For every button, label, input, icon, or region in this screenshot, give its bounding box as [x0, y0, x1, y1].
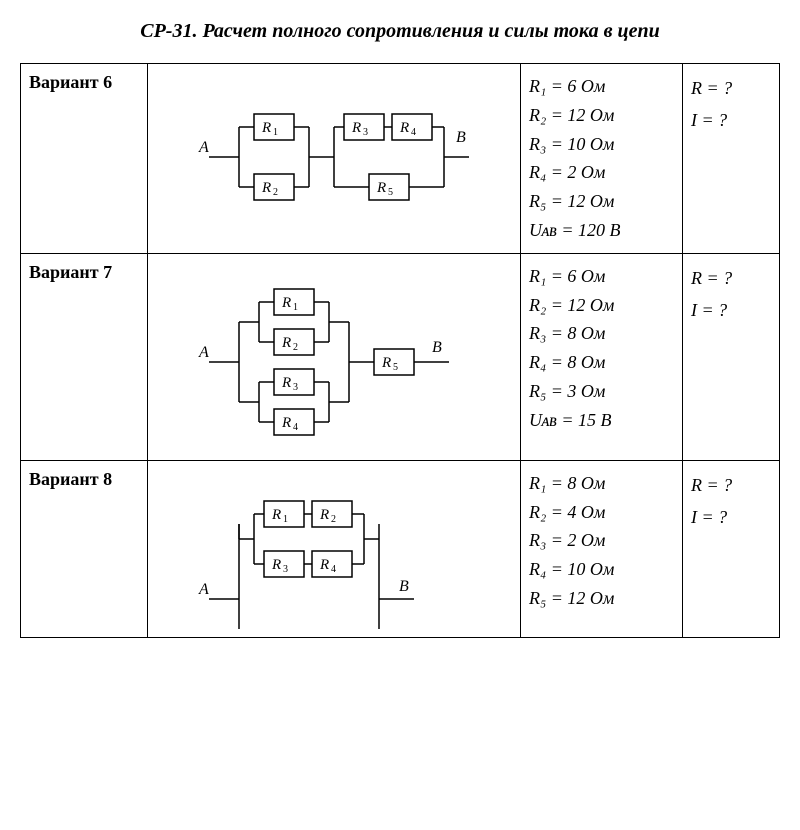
- ask-line: I = ?: [691, 104, 771, 136]
- ask-line: I = ?: [691, 294, 771, 326]
- ask-line: R = ?: [691, 469, 771, 501]
- data-cell: R₁ = 6 Ом R₂ = 12 Ом R₃ = 10 Ом R₄ = 2 О…: [521, 64, 683, 254]
- ask-cell: R = ? I = ?: [683, 253, 780, 460]
- svg-text:R: R: [319, 507, 329, 523]
- svg-text:4: 4: [293, 422, 298, 433]
- ask-line: I = ?: [691, 501, 771, 533]
- data-line: Uᴀʙ = 120 В: [529, 216, 674, 245]
- svg-text:R: R: [319, 557, 329, 573]
- data-line: R₅ = 12 Ом: [529, 187, 674, 216]
- circuit-cell: A R1 R2 R3: [148, 64, 521, 254]
- svg-text:4: 4: [331, 564, 336, 575]
- ask-cell: R = ? I = ?: [683, 64, 780, 254]
- data-line: R₅ = 12 Ом: [529, 584, 674, 613]
- variant-label: Вариант 8: [21, 460, 148, 637]
- data-line: R₄ = 10 Ом: [529, 555, 674, 584]
- svg-text:3: 3: [293, 382, 298, 393]
- data-line: R₁ = 6 Ом: [529, 262, 674, 291]
- problems-table: Вариант 6 A R1 R2: [20, 63, 780, 638]
- ask-cell: R = ? I = ?: [683, 460, 780, 637]
- svg-text:2: 2: [293, 342, 298, 353]
- title-prefix: СР-31.: [140, 20, 197, 42]
- data-line: R₃ = 8 Ом: [529, 319, 674, 348]
- svg-text:R: R: [261, 180, 271, 196]
- svg-text:R: R: [281, 415, 291, 431]
- data-line: R₄ = 2 Ом: [529, 158, 674, 187]
- circuit-cell: A R1 R2 R3 R4: [148, 460, 521, 637]
- ask-line: R = ?: [691, 72, 771, 104]
- svg-text:R: R: [271, 557, 281, 573]
- circuit-diagram-7: A R1 R2: [184, 262, 484, 452]
- table-row: Вариант 6 A R1 R2: [21, 64, 780, 254]
- svg-text:R: R: [351, 120, 361, 136]
- svg-text:2: 2: [331, 514, 336, 525]
- svg-text:B: B: [399, 578, 409, 595]
- title-text: Расчет полного сопротивления и силы тока…: [202, 20, 659, 42]
- circuit-cell: A R1 R2: [148, 253, 521, 460]
- svg-text:A: A: [198, 581, 209, 598]
- data-line: R₂ = 4 Ом: [529, 498, 674, 527]
- page-title: СР-31. Расчет полного сопротивления и си…: [20, 20, 780, 43]
- svg-text:R: R: [281, 335, 291, 351]
- variant-label: Вариант 7: [21, 253, 148, 460]
- ask-line: R = ?: [691, 262, 771, 294]
- svg-text:1: 1: [283, 514, 288, 525]
- circuit-diagram-6: A R1 R2 R3: [184, 72, 484, 222]
- data-line: R₄ = 8 Ом: [529, 348, 674, 377]
- svg-text:R: R: [261, 120, 271, 136]
- data-line: R₃ = 2 Ом: [529, 526, 674, 555]
- data-cell: R₁ = 8 Ом R₂ = 4 Ом R₃ = 2 Ом R₄ = 10 Ом…: [521, 460, 683, 637]
- svg-text:5: 5: [393, 362, 398, 373]
- table-row: Вариант 7 A R1 R2: [21, 253, 780, 460]
- data-cell: R₁ = 6 Ом R₂ = 12 Ом R₃ = 8 Ом R₄ = 8 Ом…: [521, 253, 683, 460]
- svg-text:1: 1: [293, 302, 298, 313]
- svg-text:R: R: [271, 507, 281, 523]
- data-line: R₅ = 3 Ом: [529, 377, 674, 406]
- data-line: R₁ = 6 Ом: [529, 72, 674, 101]
- svg-text:R: R: [376, 180, 386, 196]
- data-line: R₁ = 8 Ом: [529, 469, 674, 498]
- svg-text:1: 1: [273, 127, 278, 138]
- table-row: Вариант 8 A R1 R2 R3: [21, 460, 780, 637]
- svg-text:3: 3: [283, 564, 288, 575]
- svg-text:3: 3: [363, 127, 368, 138]
- svg-text:R: R: [281, 295, 291, 311]
- variant-label: Вариант 6: [21, 64, 148, 254]
- svg-text:A: A: [198, 139, 209, 156]
- svg-text:B: B: [456, 129, 466, 146]
- svg-text:B: B: [432, 339, 442, 356]
- svg-text:4: 4: [411, 127, 416, 138]
- data-line: R₂ = 12 Ом: [529, 291, 674, 320]
- data-line: Uᴀʙ = 15 В: [529, 406, 674, 435]
- svg-text:R: R: [399, 120, 409, 136]
- svg-text:A: A: [198, 344, 209, 361]
- data-line: R₂ = 12 Ом: [529, 101, 674, 130]
- svg-text:5: 5: [388, 187, 393, 198]
- svg-text:R: R: [381, 355, 391, 371]
- svg-text:R: R: [281, 375, 291, 391]
- circuit-diagram-8: A R1 R2 R3 R4: [184, 469, 484, 629]
- svg-text:2: 2: [273, 187, 278, 198]
- data-line: R₃ = 10 Ом: [529, 130, 674, 159]
